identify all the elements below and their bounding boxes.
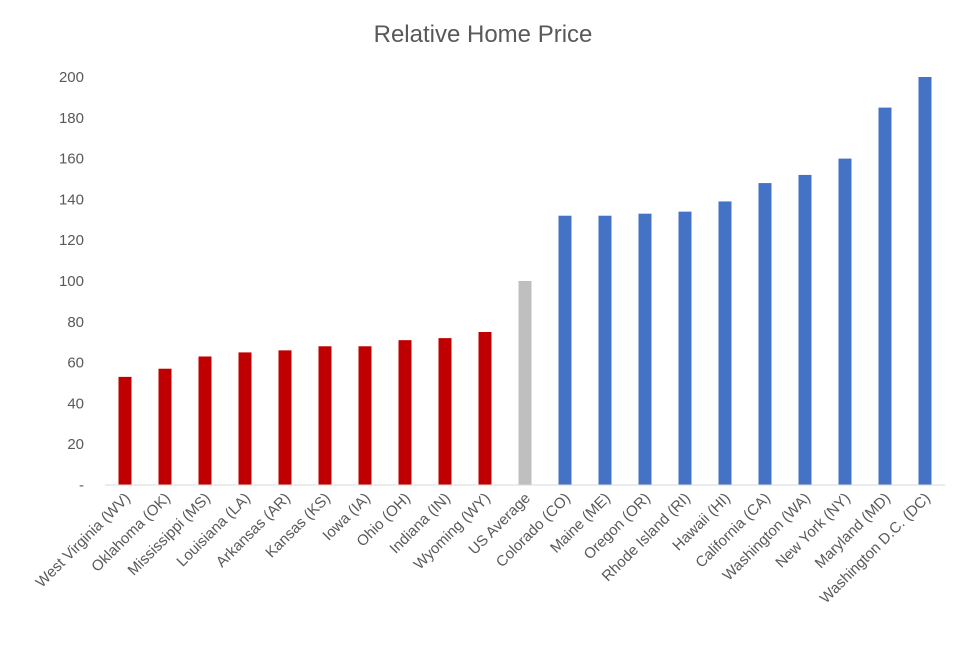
y-tick-label: 200 bbox=[59, 69, 84, 86]
x-axis: West Virginia (WV)Oklahoma (OK)Mississip… bbox=[33, 490, 934, 607]
bar bbox=[238, 352, 252, 485]
bar bbox=[718, 201, 732, 485]
bar bbox=[318, 346, 332, 485]
bar bbox=[838, 158, 852, 485]
y-tick-label: 40 bbox=[67, 395, 84, 412]
bar bbox=[438, 338, 452, 485]
bar bbox=[638, 213, 652, 485]
y-tick-label: 180 bbox=[59, 110, 84, 127]
bar bbox=[278, 350, 292, 485]
y-tick-label: 160 bbox=[59, 151, 84, 168]
bar bbox=[798, 174, 812, 486]
bar bbox=[118, 376, 132, 485]
bar bbox=[398, 340, 412, 485]
y-tick-label: 60 bbox=[67, 355, 84, 372]
bar bbox=[758, 183, 772, 485]
bar bbox=[878, 107, 892, 485]
bar bbox=[358, 346, 372, 485]
bar bbox=[918, 77, 932, 485]
bars bbox=[118, 77, 932, 486]
y-tick-label: 80 bbox=[67, 314, 84, 331]
y-tick-label: 100 bbox=[59, 273, 84, 290]
y-axis: - 20 40 60 80 100 120 140 160 180 200 bbox=[59, 69, 84, 494]
bar bbox=[478, 332, 492, 485]
bar bbox=[678, 211, 692, 485]
chart-title: Relative Home Price bbox=[374, 21, 593, 48]
bar bbox=[158, 368, 172, 485]
bar bbox=[558, 215, 572, 485]
y-tick-label: 20 bbox=[67, 436, 84, 453]
bar bbox=[198, 356, 212, 485]
y-tick-label: - bbox=[79, 477, 84, 494]
bar bbox=[518, 281, 532, 485]
bar bbox=[598, 215, 612, 485]
y-tick-label: 140 bbox=[59, 191, 84, 208]
y-tick-label: 120 bbox=[59, 232, 84, 249]
